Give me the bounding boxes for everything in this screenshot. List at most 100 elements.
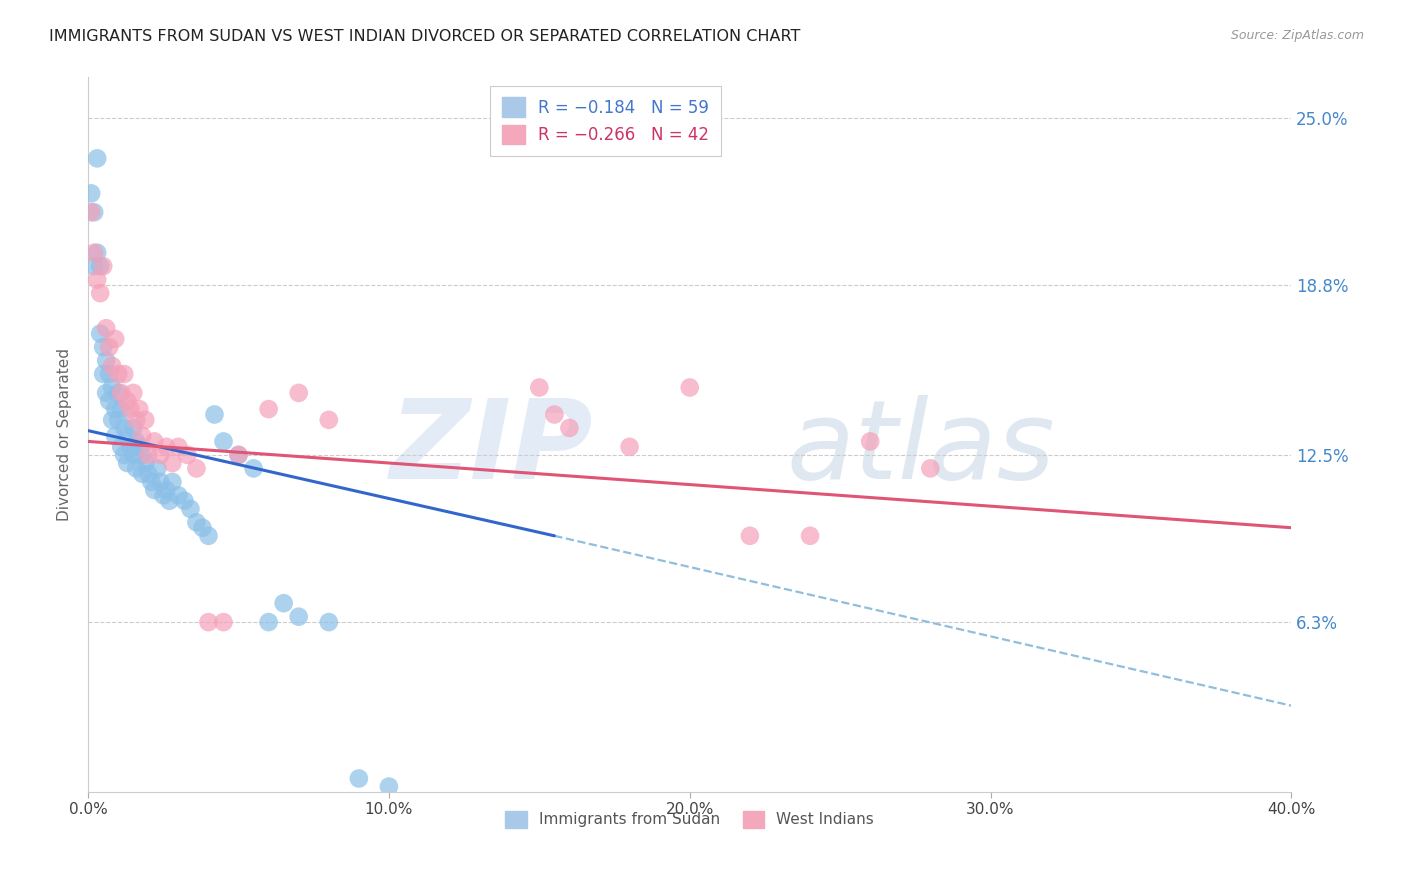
Point: [128, 440, 150, 454]
Point: [859, 434, 882, 449]
Point: [228, 448, 250, 462]
Point: [117, 394, 139, 409]
Point: [107, 385, 129, 400]
Point: [83, 205, 105, 219]
Point: [96, 385, 118, 400]
Point: [228, 448, 250, 462]
Point: [110, 385, 132, 400]
Point: [318, 413, 340, 427]
Point: [186, 516, 208, 530]
Point: [257, 402, 280, 417]
Point: [104, 429, 127, 443]
Point: [157, 493, 180, 508]
Text: IMMIGRANTS FROM SUDAN VS WEST INDIAN DIVORCED OR SEPARATED CORRELATION CHART: IMMIGRANTS FROM SUDAN VS WEST INDIAN DIV…: [49, 29, 800, 44]
Point: [679, 380, 702, 394]
Point: [112, 448, 135, 462]
Point: [125, 434, 148, 449]
Point: [112, 367, 135, 381]
Point: [107, 413, 129, 427]
Point: [110, 402, 132, 417]
Point: [83, 259, 105, 273]
Point: [122, 385, 145, 400]
Point: [120, 440, 142, 454]
Point: [143, 434, 166, 449]
Point: [176, 448, 198, 462]
Point: [122, 421, 145, 435]
Point: [543, 408, 565, 422]
Point: [117, 429, 139, 443]
Point: [167, 440, 190, 454]
Point: [134, 456, 156, 470]
Point: [131, 448, 153, 462]
Point: [179, 501, 201, 516]
Point: [89, 259, 111, 273]
Point: [89, 326, 111, 341]
Point: [98, 340, 121, 354]
Point: [110, 440, 132, 454]
Point: [131, 467, 153, 481]
Point: [134, 413, 156, 427]
Y-axis label: Divorced or Separated: Divorced or Separated: [58, 348, 72, 521]
Point: [287, 609, 309, 624]
Point: [98, 394, 121, 409]
Point: [107, 367, 129, 381]
Point: [143, 483, 166, 497]
Point: [80, 186, 103, 201]
Point: [80, 205, 103, 219]
Text: ZIP: ZIP: [389, 395, 593, 502]
Point: [98, 367, 121, 381]
Point: [101, 413, 124, 427]
Point: [799, 529, 821, 543]
Point: [173, 493, 195, 508]
Point: [167, 488, 190, 502]
Point: [212, 615, 235, 629]
Point: [149, 475, 172, 489]
Point: [619, 440, 641, 454]
Point: [131, 429, 153, 443]
Point: [104, 332, 127, 346]
Point: [197, 615, 219, 629]
Legend: Immigrants from Sudan, West Indians: Immigrants from Sudan, West Indians: [499, 805, 880, 834]
Point: [120, 402, 142, 417]
Point: [155, 440, 177, 454]
Point: [89, 286, 111, 301]
Point: [122, 448, 145, 462]
Point: [273, 596, 295, 610]
Point: [204, 408, 226, 422]
Point: [242, 461, 264, 475]
Point: [96, 321, 118, 335]
Point: [529, 380, 551, 394]
Point: [86, 273, 108, 287]
Point: [125, 413, 148, 427]
Point: [83, 245, 105, 260]
Point: [91, 367, 114, 381]
Point: [186, 461, 208, 475]
Point: [162, 475, 184, 489]
Point: [212, 434, 235, 449]
Point: [117, 456, 139, 470]
Point: [197, 529, 219, 543]
Point: [920, 461, 942, 475]
Point: [738, 529, 761, 543]
Point: [101, 359, 124, 373]
Point: [318, 615, 340, 629]
Point: [287, 385, 309, 400]
Point: [155, 483, 177, 497]
Point: [128, 402, 150, 417]
Point: [104, 402, 127, 417]
Point: [152, 488, 174, 502]
Point: [149, 448, 172, 462]
Point: [101, 380, 124, 394]
Point: [136, 467, 159, 481]
Point: [378, 780, 401, 794]
Point: [91, 340, 114, 354]
Point: [91, 259, 114, 273]
Point: [146, 461, 169, 475]
Point: [136, 448, 159, 462]
Point: [86, 151, 108, 165]
Point: [112, 421, 135, 435]
Point: [191, 521, 214, 535]
Point: [257, 615, 280, 629]
Point: [162, 456, 184, 470]
Point: [558, 421, 581, 435]
